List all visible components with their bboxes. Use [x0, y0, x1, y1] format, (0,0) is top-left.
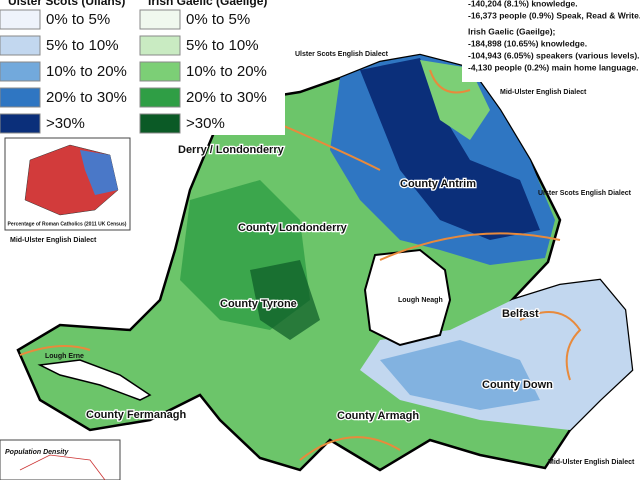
- dialect-label: Mid-Ulster English Dialect: [500, 89, 587, 96]
- legend-swatch: [139, 35, 181, 56]
- dialect-label: Ulster Scots English Dialect: [295, 51, 389, 58]
- lough-erne: [37, 359, 152, 401]
- dialect-boundary: [19, 69, 582, 461]
- density-map: [19, 454, 106, 480]
- legend-label: 10% to 20%: [186, 63, 267, 80]
- legend-swatch: [139, 87, 181, 108]
- legend-label: 5% to 10%: [46, 37, 119, 54]
- stat-line: -104,943 (6.05%) speakers (various level…: [468, 50, 640, 60]
- legend-label: 10% to 20%: [46, 63, 127, 80]
- stat-line: -140,204 (8.1%) knowledge.: [468, 0, 578, 8]
- legend-label: >30%: [186, 115, 225, 132]
- density-caption: Population Density: [5, 449, 70, 456]
- legend-label: 20% to 30%: [46, 89, 127, 106]
- place-label: County Antrim: [400, 178, 476, 190]
- lake-label: Lough Neagh: [398, 297, 443, 304]
- legend-swatch: [139, 61, 181, 82]
- legend-label: 0% to 5%: [46, 11, 110, 28]
- legend-label: 5% to 10%: [186, 37, 259, 54]
- place-label: County Down: [482, 379, 553, 391]
- stat-line: -16,373 people (0.9%) Speak, Read & Writ…: [468, 10, 640, 20]
- legend-swatch: [0, 61, 41, 82]
- stats-frame: [462, 0, 640, 82]
- place-label: County Armagh: [337, 410, 419, 422]
- lake-label: Lough Erne: [45, 353, 84, 360]
- dialect-label: Mid-Ulster English Dialect: [10, 237, 97, 244]
- place-label: Derry / Londonderry: [178, 144, 285, 156]
- dialect-label: Mid-Ulster English Dialect: [548, 459, 635, 466]
- legend-swatch: [0, 87, 41, 108]
- stat-heading: Irish Gaelic (Gaeilge);: [468, 26, 556, 36]
- dark-blue-area: [360, 58, 540, 240]
- inset-caption: Percentage of Roman Catholics (2011 UK C…: [8, 221, 127, 227]
- legend-title: Ulster Scots (Ullans): [8, 0, 125, 8]
- stat-line: -4,130 people (0.2%) main home language.: [468, 62, 639, 72]
- lough-neagh: [363, 248, 452, 347]
- density-inset: [0, 439, 121, 480]
- inset-map-blue: [80, 150, 118, 195]
- place-label: County Tyrone: [220, 298, 297, 310]
- place-label: County Londonderry: [238, 222, 348, 234]
- legend-label: 20% to 30%: [186, 89, 267, 106]
- legend-title: Irish Gaelic (Gaeilge): [148, 0, 267, 8]
- dialect-label: Ulster Scots English Dialect: [538, 190, 632, 197]
- legend-swatch: [0, 35, 41, 56]
- legend-swatch: [0, 113, 41, 134]
- legend-swatch: [0, 9, 41, 30]
- legend-swatch: [139, 113, 181, 134]
- stat-line: -184,898 (10.65%) knowledge.: [468, 38, 587, 48]
- legend-label: >30%: [46, 115, 85, 132]
- place-label: County Fermanagh: [86, 409, 187, 421]
- place-label: Belfast: [502, 308, 539, 320]
- deep-green-area: [250, 260, 320, 340]
- legend-swatch: [139, 9, 181, 30]
- mid-blue-area: [380, 340, 540, 410]
- legend-label: 0% to 5%: [186, 11, 250, 28]
